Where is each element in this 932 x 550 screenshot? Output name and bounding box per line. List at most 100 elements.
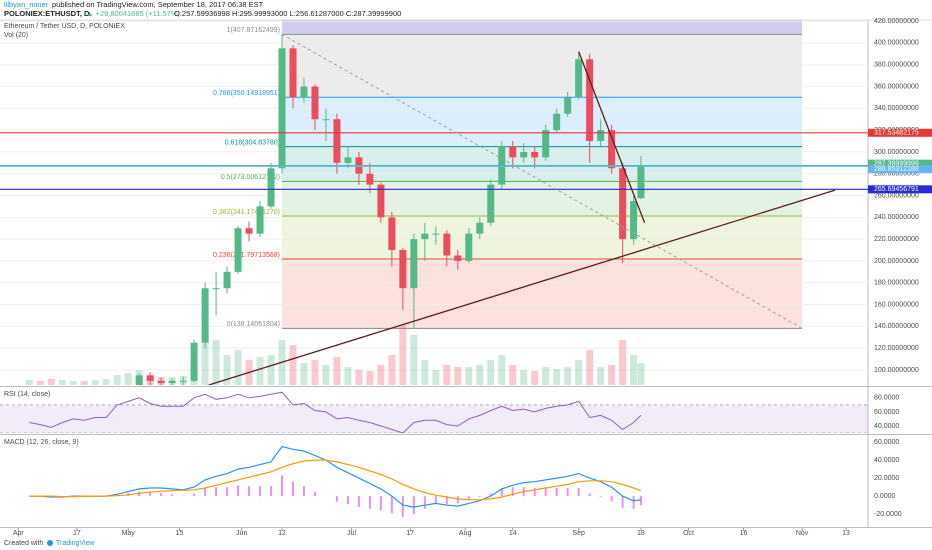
y-tick-label: 340.00000000 xyxy=(874,105,919,112)
macd-hist xyxy=(379,496,382,511)
volume-bar xyxy=(256,357,264,385)
volume-bar xyxy=(399,325,407,385)
candle-body xyxy=(135,375,143,385)
candle-body xyxy=(564,97,572,114)
volume-bar xyxy=(300,363,308,385)
volume-bar xyxy=(509,365,517,385)
macd-tick-label: 0.0000 xyxy=(874,493,896,500)
candle-body xyxy=(542,130,550,158)
candle-body xyxy=(531,151,539,158)
macd-hist xyxy=(467,496,470,500)
candle-body xyxy=(597,130,605,142)
volume-bar xyxy=(637,363,645,385)
y-tick-label: 120.00000000 xyxy=(874,345,919,352)
volume-bar xyxy=(454,367,462,385)
volume-bar xyxy=(322,365,330,385)
fib-label: 0.618(304.83780) xyxy=(225,139,280,146)
macd-hist xyxy=(610,496,613,502)
y-tick-label: 420.00000000 xyxy=(874,18,919,25)
fib-band xyxy=(282,258,803,329)
macd-tick-label: 40.0000 xyxy=(874,457,899,464)
price-badge xyxy=(868,159,932,168)
candle-body xyxy=(630,200,638,240)
macd-hist xyxy=(270,486,273,497)
macd-hist xyxy=(511,487,514,497)
volume-bar xyxy=(487,360,495,385)
volume-bar xyxy=(47,379,55,385)
header-bg xyxy=(0,0,932,20)
volume-bar xyxy=(267,355,275,385)
candle-body xyxy=(245,228,253,234)
y-tick-label: 100.00000000 xyxy=(874,367,919,374)
volume-bar xyxy=(421,360,429,385)
trend-line xyxy=(578,51,646,224)
macd-hist xyxy=(533,488,536,497)
volume-bar xyxy=(289,345,297,385)
volume-bar xyxy=(58,380,66,385)
candle-body xyxy=(637,165,645,199)
volume-bar xyxy=(355,370,363,385)
candle-body xyxy=(157,380,165,384)
x-tick-label: 12 xyxy=(278,530,286,537)
volume-bar xyxy=(498,355,506,385)
rsi-band xyxy=(0,404,868,433)
macd-hist xyxy=(335,496,338,502)
volume-bar xyxy=(102,379,110,385)
x-tick-label: 13 xyxy=(842,530,850,537)
macd-pane xyxy=(29,445,642,517)
volume-bar xyxy=(36,381,44,385)
macd-hist xyxy=(577,488,580,497)
macd-hist xyxy=(248,486,251,497)
x-tick-label: 17 xyxy=(73,530,81,537)
volume-bar xyxy=(311,360,319,385)
volume-bar xyxy=(564,367,572,385)
candle-body xyxy=(267,168,275,207)
x-tick-label: 15 xyxy=(176,530,184,537)
trend-line xyxy=(208,189,836,385)
candle-body xyxy=(586,59,594,142)
y-tick-label: 240.00000000 xyxy=(874,214,919,221)
x-tick-label: May xyxy=(122,530,136,537)
price-pane: 1(407.87162499) 0.786(350.14918951) 0.618(… xyxy=(0,20,868,385)
author[interactable]: lilbyan_miner xyxy=(4,0,49,9)
volume-bar xyxy=(586,350,594,385)
fib-label: 0.382(241.17441270) xyxy=(213,209,280,216)
macd-hist xyxy=(281,475,284,497)
y-tick-label: 280.00000000 xyxy=(874,171,919,178)
candle-body xyxy=(179,380,187,382)
footer-brand[interactable]: TradingView xyxy=(56,540,95,547)
fib-band xyxy=(282,97,803,147)
fib-label: 0.5(273.00612152) xyxy=(221,174,280,181)
volume-bar xyxy=(377,365,385,385)
rsi-line xyxy=(29,391,642,433)
published: published on TradingView.com, September … xyxy=(52,0,264,9)
footer-created: Created with xyxy=(4,540,43,547)
macd-hist xyxy=(401,496,404,517)
candle-body xyxy=(476,222,484,234)
y-tick-label: 260.00000000 xyxy=(874,192,919,199)
volume-bar xyxy=(223,355,231,385)
volume-bar xyxy=(366,371,374,385)
candle-body xyxy=(311,86,319,120)
volume-bar xyxy=(80,381,88,385)
x-tick-label: Sep xyxy=(572,530,585,537)
macd-hist xyxy=(346,496,349,505)
macd-hist xyxy=(544,488,547,497)
macd-hist xyxy=(237,485,240,497)
macd-hist xyxy=(489,493,492,497)
price-badge-label: 265.69456791 xyxy=(874,186,919,193)
ohlc: O:257.59936998 H:295.99993000 L:256.6128… xyxy=(174,9,401,18)
volume-bar xyxy=(619,340,627,385)
volume-bar xyxy=(410,335,418,385)
candle-body xyxy=(322,119,330,121)
candle-body xyxy=(201,288,209,343)
candle-body xyxy=(190,342,198,381)
candle-body xyxy=(289,48,297,98)
macd-hist xyxy=(313,491,316,497)
y-tick-label: 360.00000000 xyxy=(874,83,919,90)
candle-body xyxy=(487,184,495,223)
volume-bar xyxy=(443,365,451,385)
candle-body xyxy=(168,380,176,384)
macd-tick-label: 20.0000 xyxy=(874,475,899,482)
